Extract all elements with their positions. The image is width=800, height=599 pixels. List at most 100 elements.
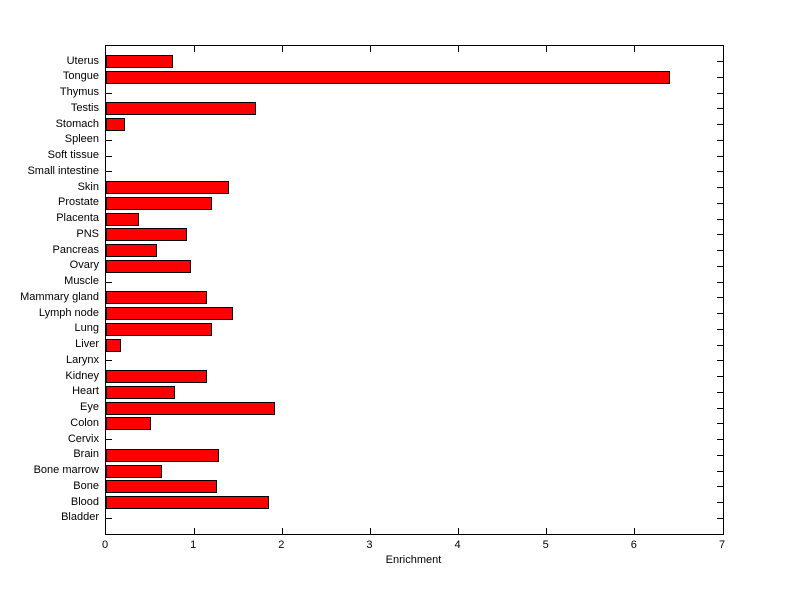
x-tick-bottom-1 xyxy=(193,528,195,534)
x-axis-title: Enrichment xyxy=(385,554,442,566)
category-label-testis: Testis xyxy=(70,101,99,114)
y-tick-left-bladder xyxy=(106,517,112,519)
y-tick-right-lymph-node xyxy=(717,313,723,315)
y-tick-right-mammary-gland xyxy=(717,297,723,299)
category-label-muscle: Muscle xyxy=(64,275,99,288)
category-label-brain: Brain xyxy=(73,448,99,461)
y-tick-right-placenta xyxy=(717,218,723,220)
y-tick-right-spleen xyxy=(717,139,723,141)
y-tick-right-stomach xyxy=(717,124,723,126)
x-tick-top-2 xyxy=(281,46,283,52)
bar-kidney xyxy=(106,370,208,384)
category-label-heart: Heart xyxy=(72,385,99,398)
bar-testis xyxy=(106,102,256,116)
category-label-kidney: Kidney xyxy=(65,369,99,382)
y-tick-right-soft-tissue xyxy=(717,155,723,157)
bar-lymph-node xyxy=(106,307,233,321)
x-tick-label-2: 2 xyxy=(278,539,285,551)
category-label-uterus: Uterus xyxy=(66,54,99,67)
bar-stomach xyxy=(106,118,125,132)
category-label-prostate: Prostate xyxy=(58,196,99,209)
category-label-skin: Skin xyxy=(77,180,99,193)
y-tick-right-skin xyxy=(717,187,723,189)
y-tick-right-muscle xyxy=(717,281,723,283)
x-tick-bottom-3 xyxy=(369,528,371,534)
y-tick-right-pancreas xyxy=(717,250,723,252)
bar-lung xyxy=(106,322,212,336)
x-tick-bottom-6 xyxy=(634,528,636,534)
y-tick-right-eye xyxy=(717,407,723,409)
y-tick-right-testis xyxy=(717,108,723,110)
x-tick-label-1: 1 xyxy=(190,539,197,551)
category-label-blood: Blood xyxy=(70,495,99,508)
bar-brain xyxy=(106,448,219,462)
category-label-bone: Bone xyxy=(73,479,99,492)
y-tick-right-ovary xyxy=(717,265,723,267)
bar-prostate xyxy=(106,196,212,210)
x-tick-top-3 xyxy=(369,46,371,52)
category-label-mammary-gland: Mammary gland xyxy=(20,290,99,303)
x-tick-label-7: 7 xyxy=(718,539,726,551)
bar-bone-marrow xyxy=(106,464,162,478)
y-tick-right-liver xyxy=(717,344,723,346)
category-label-tongue: Tongue xyxy=(62,70,99,83)
y-tick-left-thymus xyxy=(106,92,112,94)
category-label-larynx: Larynx xyxy=(65,353,99,366)
y-tick-right-blood xyxy=(717,502,723,504)
bar-placenta xyxy=(106,212,140,226)
y-tick-left-soft-tissue xyxy=(106,155,112,157)
x-tick-bottom-2 xyxy=(281,528,283,534)
y-tick-right-bone-marrow xyxy=(717,470,723,472)
category-label-pancreas: Pancreas xyxy=(52,243,99,256)
y-tick-right-larynx xyxy=(717,360,723,362)
bar-ovary xyxy=(106,259,192,273)
y-tick-right-cervix xyxy=(717,439,723,441)
x-tick-label-5: 5 xyxy=(542,539,549,551)
category-label-pns: PNS xyxy=(76,227,99,240)
y-tick-right-tongue xyxy=(717,76,723,78)
x-tick-top-1 xyxy=(193,46,195,52)
category-label-stomach: Stomach xyxy=(55,117,99,130)
y-tick-left-small-intestine xyxy=(106,171,112,173)
x-tick-label-0: 0 xyxy=(101,539,109,551)
y-tick-left-larynx xyxy=(106,360,112,362)
category-label-soft-tissue: Soft tissue xyxy=(47,149,99,162)
bar-liver xyxy=(106,338,121,352)
category-label-placenta: Placenta xyxy=(56,212,99,225)
x-tick-top-6 xyxy=(634,46,636,52)
bar-skin xyxy=(106,181,230,195)
category-label-small-intestine: Small intestine xyxy=(27,164,99,177)
y-tick-right-uterus xyxy=(717,61,723,63)
y-tick-right-pns xyxy=(717,234,723,236)
category-label-colon: Colon xyxy=(70,416,99,429)
bar-bone xyxy=(106,480,218,494)
plot-area xyxy=(105,45,724,535)
category-label-thymus: Thymus xyxy=(59,86,99,99)
y-tick-right-lung xyxy=(717,328,723,330)
x-tick-top-4 xyxy=(458,46,460,52)
y-tick-right-colon xyxy=(717,423,723,425)
y-tick-right-bone xyxy=(717,486,723,488)
y-tick-right-heart xyxy=(717,391,723,393)
y-tick-right-brain xyxy=(717,454,723,456)
category-label-ovary: Ovary xyxy=(69,259,99,272)
y-tick-right-small-intestine xyxy=(717,171,723,173)
category-label-cervix: Cervix xyxy=(67,432,99,445)
bar-eye xyxy=(106,401,276,415)
bar-uterus xyxy=(106,55,173,69)
bar-pns xyxy=(106,228,188,242)
x-tick-top-5 xyxy=(546,46,548,52)
y-tick-right-prostate xyxy=(717,202,723,204)
category-label-spleen: Spleen xyxy=(64,133,99,146)
x-tick-bottom-5 xyxy=(546,528,548,534)
y-tick-left-spleen xyxy=(106,139,112,141)
bar-pancreas xyxy=(106,244,158,258)
x-tick-label-4: 4 xyxy=(454,539,461,551)
category-label-bone-marrow: Bone marrow xyxy=(33,464,99,477)
bar-mammary-gland xyxy=(106,291,208,305)
category-label-eye: Eye xyxy=(80,401,99,414)
x-tick-label-3: 3 xyxy=(366,539,373,551)
category-label-lymph-node: Lymph node xyxy=(38,306,99,319)
category-label-liver: Liver xyxy=(75,338,99,351)
